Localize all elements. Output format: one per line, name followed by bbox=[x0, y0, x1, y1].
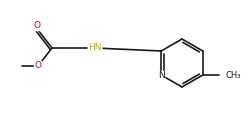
Text: O: O bbox=[34, 61, 41, 70]
Text: HN: HN bbox=[88, 44, 101, 53]
Text: O: O bbox=[33, 21, 40, 30]
Text: CH₃: CH₃ bbox=[225, 71, 240, 80]
Text: N: N bbox=[157, 72, 164, 81]
